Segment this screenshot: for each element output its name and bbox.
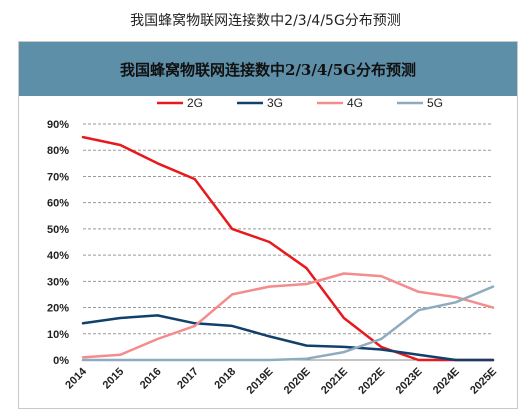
y-tick-label: 40% [47,250,69,262]
chart-frame: 我国蜂窝物联网连接数中2/3/4/5G分布预测 [18,41,518,409]
x-tick-label: 2017 [175,366,201,392]
y-axis: 0% 10% 20% 30% 40% 50% 60% 70% 80% 90% [47,119,69,367]
x-tick-label: 2022E [356,366,387,397]
legend-label-3G: 3G [267,96,283,110]
x-tick-label: 2020E [282,366,313,397]
y-tick-label: 30% [47,276,69,288]
series-line-4G [81,272,495,359]
x-tick-label: 2024E [431,366,462,397]
x-tick-label: 2014 [63,365,89,391]
y-tick-label: 10% [47,329,69,341]
y-tick-label: 50% [47,224,69,236]
series-line-2G [81,135,495,362]
series-line-3G [81,314,495,362]
x-tick-label: 2019E [245,366,276,397]
y-tick-label: 60% [47,198,69,210]
y-tick-label: 0% [53,355,69,367]
legend-label-5G: 5G [427,96,443,110]
chart-title-banner: 我国蜂窝物联网连接数中2/3/4/5G分布预测 [19,42,517,96]
x-tick-label: 2023E [394,366,425,397]
y-tick-label: 70% [47,171,69,183]
x-axis: 2014 2015 2016 2017 2018 2019E 2020E 2021E 2022E… [63,365,499,397]
legend: 2G 3G 4G 5G [157,96,443,110]
x-tick-label: 2021E [319,366,350,397]
x-tick-label: 2025E [468,366,499,397]
chart-title: 我国蜂窝物联网连接数中2/3/4/5G分布预测 [120,60,416,79]
series-lines [81,135,495,362]
x-tick-label: 2016 [138,366,164,392]
y-tick-label: 90% [47,119,69,131]
y-tick-label: 80% [47,145,69,157]
legend-label-4G: 4G [347,96,363,110]
grid-lines [83,123,493,361]
x-tick-label: 2018 [212,366,238,392]
x-tick-label: 2015 [101,366,127,392]
legend-label-2G: 2G [187,96,203,110]
y-tick-label: 20% [47,303,69,315]
series-line-5G [81,285,495,362]
page-title: 我国蜂窝物联网连接数中2/3/4/5G分布预测 [130,13,401,29]
